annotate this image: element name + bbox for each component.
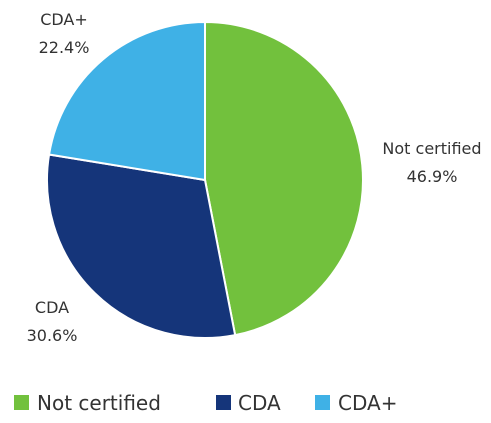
pie-slice-cda (46, 153, 237, 339)
slice-label-cda: CDA+ (40, 10, 88, 29)
pie-slices (46, 20, 364, 339)
slice-value-not-certified: 46.9% (407, 167, 458, 186)
legend-swatch-cda (315, 395, 330, 410)
slice-labels: Not certified 46.9% CDA 30.6% CDA+ 22.4% (27, 10, 482, 345)
pie-slice-cda (47, 20, 206, 182)
pie-slice-not-certified (204, 20, 364, 337)
legend-swatch-not-certified (14, 395, 29, 410)
legend-swatch-cda (216, 395, 231, 410)
slice-label-cda: CDA (35, 298, 69, 317)
legend-label-cda: CDA (238, 391, 281, 415)
legend-label-cda: CDA+ (338, 391, 397, 415)
legend: Not certified CDA CDA+ (14, 391, 397, 415)
slice-value-cda: 22.4% (39, 38, 90, 57)
slice-value-cda: 30.6% (27, 326, 78, 345)
slice-label-not-certified: Not certified (382, 139, 481, 158)
legend-label-not-certified: Not certified (37, 391, 161, 415)
